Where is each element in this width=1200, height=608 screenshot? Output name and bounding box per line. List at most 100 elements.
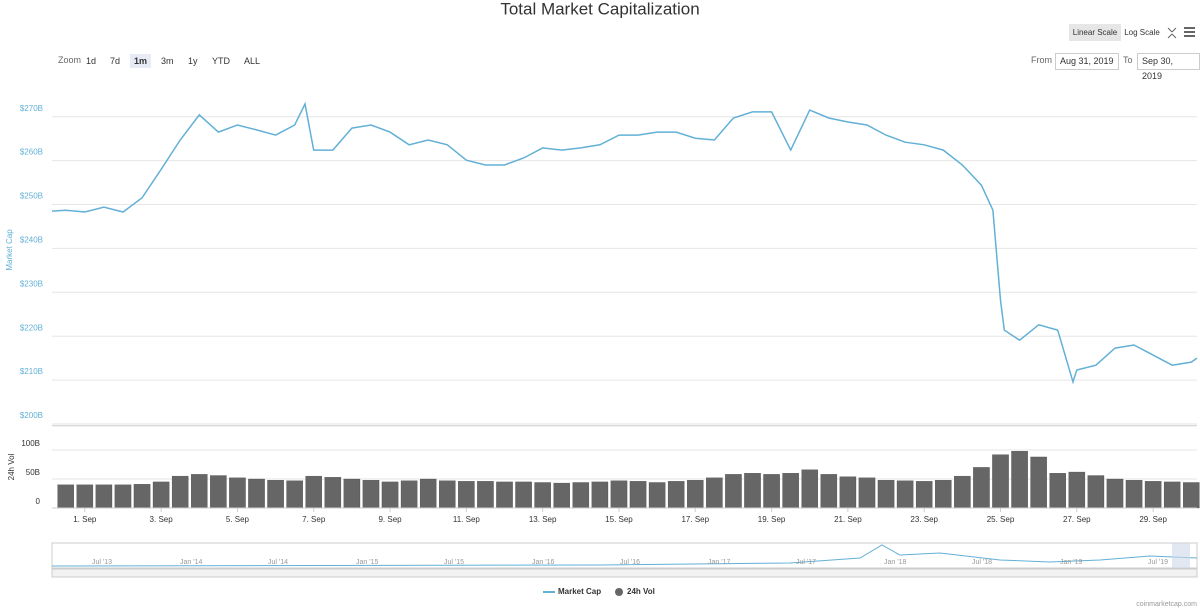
bar <box>839 476 857 509</box>
bar <box>362 480 380 509</box>
bar <box>381 481 399 509</box>
bar <box>915 481 933 509</box>
y-tick-label: $250B <box>20 192 43 201</box>
bar <box>820 474 838 509</box>
bar <box>95 484 113 509</box>
bar <box>1087 475 1105 509</box>
navigator-label: Jul '14 <box>268 559 288 566</box>
zoom-label: Zoom <box>58 55 82 65</box>
y-tick-label: $260B <box>20 148 43 157</box>
bar <box>973 467 990 509</box>
bar <box>1125 480 1143 509</box>
bar <box>1030 456 1047 509</box>
bar <box>76 484 94 509</box>
from-label: From <box>1031 55 1052 65</box>
bar <box>667 481 685 509</box>
x-tick-label: 3. Sep <box>150 515 174 524</box>
bar <box>858 477 876 509</box>
bar <box>648 482 666 509</box>
bar <box>763 474 780 509</box>
x-tick-label: 1. Sep <box>73 515 97 524</box>
x-tick-label: 25. Sep <box>987 515 1015 524</box>
legend-label[interactable]: 24h Vol <box>627 587 655 596</box>
menu-icon[interactable] <box>1184 27 1195 37</box>
plot-layer <box>52 116 1197 509</box>
bar <box>1011 451 1028 509</box>
bar <box>1183 482 1200 509</box>
zoom-button[interactable]: 7d <box>110 56 121 66</box>
y-tick-label: $210B <box>20 367 43 376</box>
y-tick-label: 50B <box>26 468 40 477</box>
bar <box>152 481 170 509</box>
bar <box>534 482 551 509</box>
bar <box>572 482 590 509</box>
bar <box>610 480 628 509</box>
bar <box>553 482 570 509</box>
navigator-label: Jul '19 <box>1148 559 1168 566</box>
bar <box>324 477 342 509</box>
chart-title: Total Market Capitalization <box>500 0 699 18</box>
navigator-label: Jul '15 <box>444 559 464 566</box>
x-tick-label: 23. Sep <box>910 515 938 524</box>
from-input[interactable]: Aug 31, 2019 <box>1055 53 1119 70</box>
bar <box>286 480 303 509</box>
fullscreen-icon[interactable] <box>1167 27 1177 39</box>
y-tick-label: $240B <box>20 236 43 245</box>
legend-label[interactable]: Market Cap <box>558 587 601 596</box>
to-label: To <box>1123 55 1133 65</box>
bar <box>248 478 265 509</box>
y-tick-label: $200B <box>20 411 43 420</box>
bar <box>801 469 818 509</box>
navigator-label: Jul '13 <box>92 559 112 566</box>
scale-button[interactable]: Linear Scale <box>1073 28 1118 37</box>
line <box>51 101 1198 385</box>
bar <box>305 475 322 509</box>
y-axis-title: 24h Vol <box>7 453 16 480</box>
navigator-window[interactable] <box>1172 543 1190 568</box>
scale-button-bg <box>1069 24 1121 41</box>
x-tick-label: 21. Sep <box>834 515 862 524</box>
bar <box>267 480 284 509</box>
bar <box>400 480 418 509</box>
x-tick-label: 19. Sep <box>758 515 786 524</box>
zoom-button[interactable]: 1d <box>86 56 97 66</box>
bar <box>1068 471 1086 509</box>
navigator-label: Jan '17 <box>708 559 730 566</box>
y-tick-label: 100B <box>21 439 40 448</box>
x-tick-label: 27. Sep <box>1063 515 1091 524</box>
bar <box>687 480 704 509</box>
zoom-button[interactable]: YTD <box>212 56 230 66</box>
zoom-button[interactable]: ALL <box>244 56 261 66</box>
bar <box>133 484 151 509</box>
scrollbar[interactable] <box>51 568 1198 578</box>
x-tick-label: 11. Sep <box>453 515 481 524</box>
zoom-button[interactable]: 3m <box>161 56 174 66</box>
navigator-label: Jan '18 <box>884 559 906 566</box>
navigator-label: Jan '19 <box>1060 559 1082 566</box>
zoom-button[interactable]: 1m <box>130 54 152 68</box>
bar <box>114 484 132 509</box>
bar <box>477 481 494 509</box>
navigator-label: Jul '16 <box>620 559 640 566</box>
x-tick-label: 5. Sep <box>226 515 250 524</box>
y-tick-label: 0 <box>36 497 41 506</box>
x-tick-label: 9. Sep <box>378 515 402 524</box>
bar <box>496 481 513 509</box>
legend-dot <box>615 588 623 596</box>
bar <box>935 480 952 509</box>
to-input[interactable]: Sep 30, 2019 <box>1137 53 1200 81</box>
scale-button[interactable]: Log Scale <box>1124 28 1160 37</box>
bar <box>515 481 532 509</box>
bar <box>591 481 609 509</box>
navigator-label: Jul '18 <box>972 559 992 566</box>
x-tick-label: 13. Sep <box>529 515 557 524</box>
bar <box>1144 481 1162 509</box>
y-tick-label: $270B <box>20 104 43 113</box>
credit: coinmarketcap.com <box>1136 601 1197 608</box>
x-tick-label: 29. Sep <box>1139 515 1167 524</box>
bar <box>1049 473 1066 509</box>
zoom-button[interactable]: 1y <box>188 56 198 66</box>
bar <box>725 474 742 509</box>
